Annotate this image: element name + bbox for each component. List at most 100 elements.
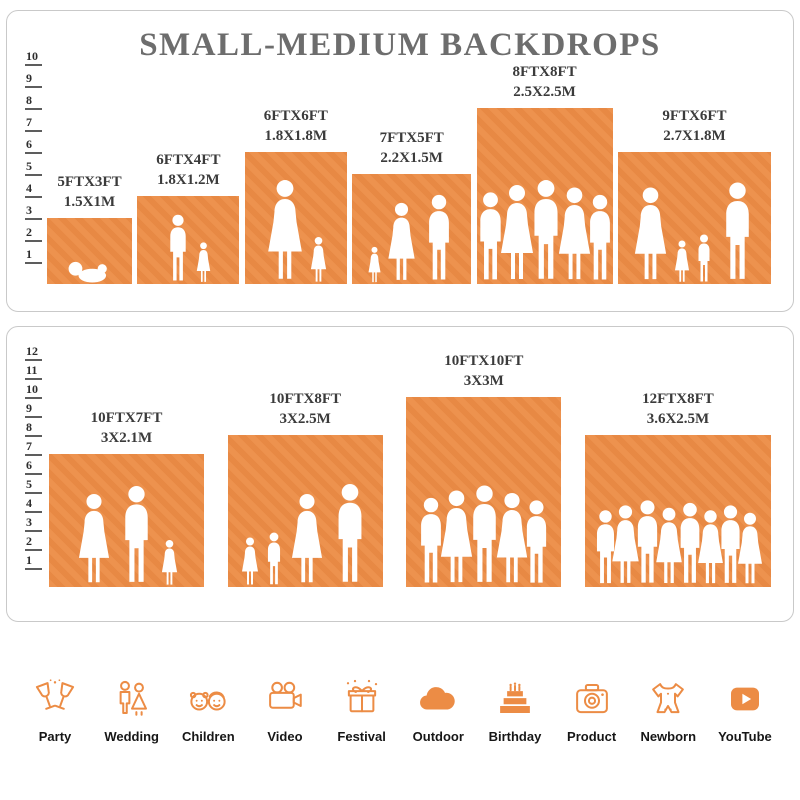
girl-silhouette [161, 539, 177, 585]
children-icon [187, 678, 229, 720]
bar-label: 7FTX5FT 2.2X1.5M [380, 129, 444, 168]
size-m-label: 3.6X2.5M [646, 410, 710, 427]
man-silhouette [124, 486, 148, 582]
bar-label: 5FTX3FT 1.5X1M [57, 173, 121, 212]
size-m-label: 3X3M [463, 372, 504, 389]
ruler-tick-8: 8 [25, 420, 42, 437]
bottom-bars-row: 10FTX7FT 3X2.1M 10FTX8FT 3X2.5 [49, 352, 779, 587]
ruler-tick-2: 2 [25, 225, 42, 242]
bar-group-12x8: 12FTX8FT 3.6X2.5M [584, 390, 771, 587]
outdoor-icon [417, 678, 459, 720]
page-title: SMALL-MEDIUM BACKDROPS [139, 27, 661, 63]
man-silhouette [527, 500, 547, 583]
icon-label: Wedding [104, 729, 159, 744]
bar-label: 9FTX6FT 2.7X1.8M [662, 107, 726, 146]
top-ruler: 1 2 3 4 5 6 7 8 9 10 [25, 49, 51, 284]
top-bars-row: 5FTX3FT 1.5X1M 6FTX4FT 1.8X1.2M [47, 63, 779, 284]
family-silhouettes [239, 178, 353, 284]
category-product: Product [557, 678, 627, 744]
family-silhouettes [222, 483, 389, 587]
family-silhouettes [612, 180, 777, 284]
size-m-label: 2.5X2.5M [513, 83, 576, 100]
ruler-tick-5: 5 [25, 159, 42, 176]
size-ft-label: 12FTX8FT [642, 391, 714, 407]
ruler-tick-9: 9 [25, 71, 42, 88]
size-ft-label: 10FTX10FT [444, 353, 524, 369]
bar-group-5x3: 5FTX3FT 1.5X1M [47, 173, 132, 284]
ruler-tick-9: 9 [25, 401, 42, 418]
ruler-tick-4: 4 [25, 181, 42, 198]
category-wedding: Wedding [97, 678, 167, 744]
ruler-tick-1: 1 [25, 553, 42, 570]
bar-label: 10FTX7FT 3X2.1M [91, 409, 163, 448]
bar-group-7x5: 7FTX5FT 2.2X1.5M [352, 129, 472, 284]
ruler-tick-3: 3 [25, 203, 42, 220]
ruler-tick-2: 2 [25, 534, 42, 551]
icon-label: Festival [337, 729, 386, 744]
group-silhouettes [400, 463, 567, 587]
bottom-size-chart: 1 2 3 4 5 6 7 8 9 10 11 12 10FTX7FT 3X2.1M [21, 335, 779, 587]
category-festival: Festival [327, 678, 397, 744]
backdrop-bar-7x5 [352, 174, 472, 284]
small-medium-panel: SMALL-MEDIUM BACKDROPS 1 2 3 4 5 6 7 8 9 10 5FTX3… [6, 10, 794, 312]
man-silhouette [726, 182, 749, 279]
baby-silhouette [41, 258, 138, 284]
wedding-icon [111, 678, 153, 720]
newborn-icon [647, 678, 689, 720]
ruler-tick-12: 12 [25, 344, 42, 361]
ruler-tick-7: 7 [25, 439, 42, 456]
size-ft-label: 7FTX5FT [379, 130, 444, 146]
bar-group-6x6: 6FTX6FT 1.8X1.8M [244, 107, 347, 284]
video-icon [264, 678, 306, 720]
ruler-tick-6: 6 [25, 458, 42, 475]
girl-silhouette [241, 537, 258, 585]
ruler-tick-7: 7 [25, 115, 42, 132]
backdrop-bar-6x6 [244, 152, 347, 284]
size-ft-label: 9FTX6FT [662, 108, 727, 124]
bar-group-6x4: 6FTX4FT 1.8X1.2M [137, 151, 240, 284]
icon-label: Party [38, 729, 72, 744]
ruler-tick-4: 4 [25, 496, 42, 513]
backdrop-bar-10x7 [49, 454, 204, 587]
category-party: Party [20, 678, 90, 744]
category-outdoor: Outdoor [403, 678, 473, 744]
family-silhouettes [43, 485, 210, 587]
backdrop-bar-12x8 [584, 435, 771, 587]
bar-group-8x8: 8FTX8FT 2.5X2.5M [476, 63, 613, 284]
size-m-label: 3X2.1M [100, 429, 153, 446]
bar-label: 6FTX4FT 1.8X1.2M [156, 151, 220, 190]
party-icon [34, 678, 76, 720]
woman-silhouette [388, 202, 415, 280]
woman-silhouette [634, 187, 667, 280]
top-size-chart: 1 2 3 4 5 6 7 8 9 10 5FTX3FT 1.5X1M 6FTX4 [21, 49, 779, 284]
youtube-icon [724, 678, 766, 720]
icon-label: Birthday [488, 729, 542, 744]
size-m-label: 3X2.5M [279, 410, 331, 427]
festival-icon [341, 678, 383, 720]
medium-large-panel: 1 2 3 4 5 6 7 8 9 10 11 12 10FTX7FT 3X2.1M [6, 326, 794, 622]
bar-group-10x8: 10FTX8FT 3X2.5M [227, 390, 383, 587]
bar-group-10x10: 10FTX10FT 3X3M [406, 352, 562, 587]
backdrop-bar-10x10 [406, 397, 562, 587]
icon-label: YouTube [718, 729, 772, 744]
boy-silhouette [267, 532, 280, 585]
icon-label: Video [267, 729, 303, 744]
ruler-tick-10: 10 [25, 382, 42, 399]
icon-label: Newborn [640, 729, 697, 744]
woman-silhouette [78, 493, 109, 583]
bar-label: 10FTX8FT 3X2.5M [269, 390, 341, 429]
size-m-label: 1.8X1.2M [157, 171, 220, 188]
boy-silhouette [698, 234, 710, 282]
icon-label: Children [181, 729, 235, 744]
girl-silhouette [310, 236, 326, 282]
birthday-icon [494, 678, 536, 720]
bar-label: 8FTX8FT 2.5X2.5M [512, 63, 576, 102]
man-silhouette [170, 214, 187, 281]
size-ft-label: 8FTX8FT [512, 64, 577, 80]
size-ft-label: 10FTX8FT [269, 391, 341, 407]
ruler-tick-1: 1 [25, 247, 42, 264]
backdrop-bar-6x4 [137, 196, 240, 284]
bar-group-9x6: 9FTX6FT 2.7X1.8M [617, 107, 771, 284]
size-m-label: 2.2X1.5M [380, 149, 443, 166]
